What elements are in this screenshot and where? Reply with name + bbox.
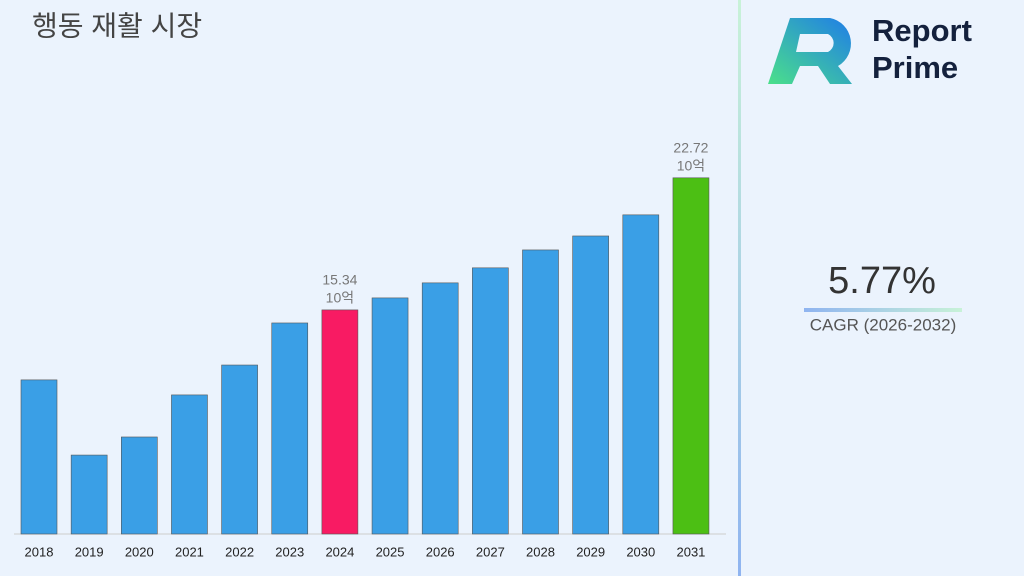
x-tick-label: 2029 <box>576 544 605 559</box>
x-tick-label: 2022 <box>225 544 254 559</box>
x-tick-label: 2031 <box>676 544 705 559</box>
bar <box>421 282 459 535</box>
logo-text: Report <box>872 13 972 48</box>
x-tick-label: 2028 <box>526 544 555 559</box>
bar <box>171 394 208 535</box>
x-tick-label: 2030 <box>626 544 655 559</box>
cagr-value: 5.77% <box>828 260 936 302</box>
value-label: 22.72 <box>673 140 708 156</box>
cagr-label: CAGR (2026-2032) <box>810 315 956 334</box>
logo-cut <box>796 34 834 52</box>
x-tick-label: 2021 <box>175 544 204 559</box>
bar <box>70 454 108 535</box>
divider <box>738 0 741 576</box>
bar <box>271 322 309 535</box>
bar <box>622 214 660 535</box>
bar <box>572 235 609 535</box>
logo-text: Prime <box>872 50 958 85</box>
x-tick-label: 2018 <box>25 544 54 559</box>
value-label: 15.34 <box>322 272 357 288</box>
unit-label: 10억 <box>326 290 354 306</box>
bar <box>522 249 559 535</box>
cagr-underline <box>804 308 962 312</box>
logo: Report Prime <box>768 13 972 85</box>
bar <box>472 267 509 535</box>
bar <box>321 309 359 535</box>
bar <box>121 436 158 535</box>
x-tick-label: 2024 <box>325 544 354 559</box>
x-tick-label: 2025 <box>376 544 405 559</box>
chart-title: 행동 재활 시장 <box>32 10 202 41</box>
bar <box>20 379 58 535</box>
x-tick-label: 2026 <box>426 544 455 559</box>
bar <box>672 177 710 535</box>
bar <box>371 297 409 535</box>
x-tick-label: 2027 <box>476 544 505 559</box>
x-tick-label: 2023 <box>275 544 304 559</box>
x-tick-label: 2020 <box>125 544 154 559</box>
x-tick-label: 2019 <box>75 544 104 559</box>
unit-label: 10억 <box>677 158 705 174</box>
bar <box>221 364 258 535</box>
